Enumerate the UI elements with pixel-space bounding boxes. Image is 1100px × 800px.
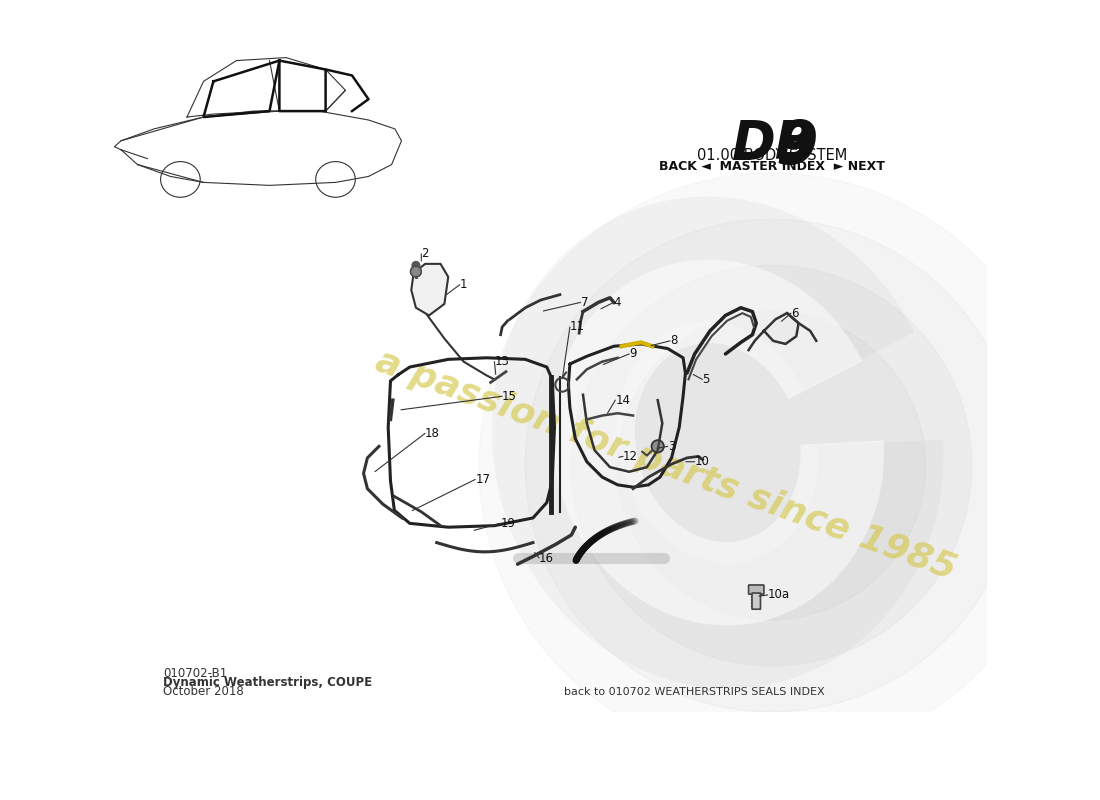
Text: October 2018: October 2018 [163, 685, 244, 698]
Text: 2: 2 [421, 247, 429, 260]
Circle shape [412, 262, 420, 270]
Circle shape [410, 266, 421, 277]
Text: 17: 17 [475, 473, 491, 486]
Text: 10: 10 [695, 455, 710, 468]
Polygon shape [763, 313, 799, 344]
Text: 16: 16 [539, 551, 554, 565]
Text: 9: 9 [776, 118, 818, 177]
Circle shape [618, 312, 926, 619]
Text: a passion for parts since 1985: a passion for parts since 1985 [372, 345, 961, 586]
Text: 9: 9 [629, 347, 637, 361]
Circle shape [572, 266, 972, 666]
Circle shape [526, 219, 1019, 712]
Text: 6: 6 [791, 306, 799, 320]
Circle shape [651, 440, 664, 453]
Text: 10a: 10a [768, 589, 790, 602]
Circle shape [478, 173, 1065, 758]
Text: 11: 11 [570, 321, 585, 334]
Text: 14: 14 [615, 394, 630, 406]
Text: DB: DB [732, 118, 815, 170]
Text: 13: 13 [495, 355, 509, 368]
Text: 3: 3 [668, 440, 675, 453]
Text: 010702-B1: 010702-B1 [163, 666, 228, 679]
Text: 15: 15 [502, 390, 517, 403]
Text: 8: 8 [670, 334, 678, 347]
Text: 7: 7 [581, 296, 589, 309]
Polygon shape [411, 264, 449, 315]
FancyBboxPatch shape [752, 593, 760, 610]
FancyBboxPatch shape [749, 585, 763, 594]
Text: 12: 12 [623, 450, 638, 463]
Text: Dynamic Weatherstrips, COUPE: Dynamic Weatherstrips, COUPE [163, 676, 373, 689]
Text: 18: 18 [425, 426, 440, 440]
Text: BACK ◄  MASTER INDEX  ► NEXT: BACK ◄ MASTER INDEX ► NEXT [659, 160, 884, 173]
Text: 1: 1 [460, 278, 467, 291]
Text: 19: 19 [500, 517, 516, 530]
Text: 01.00 BODY SYSTEM: 01.00 BODY SYSTEM [696, 148, 847, 163]
Text: back to 010702 WEATHERSTRIPS SEALS INDEX: back to 010702 WEATHERSTRIPS SEALS INDEX [563, 687, 824, 697]
Text: 4: 4 [614, 296, 622, 309]
Text: 5: 5 [703, 373, 710, 386]
